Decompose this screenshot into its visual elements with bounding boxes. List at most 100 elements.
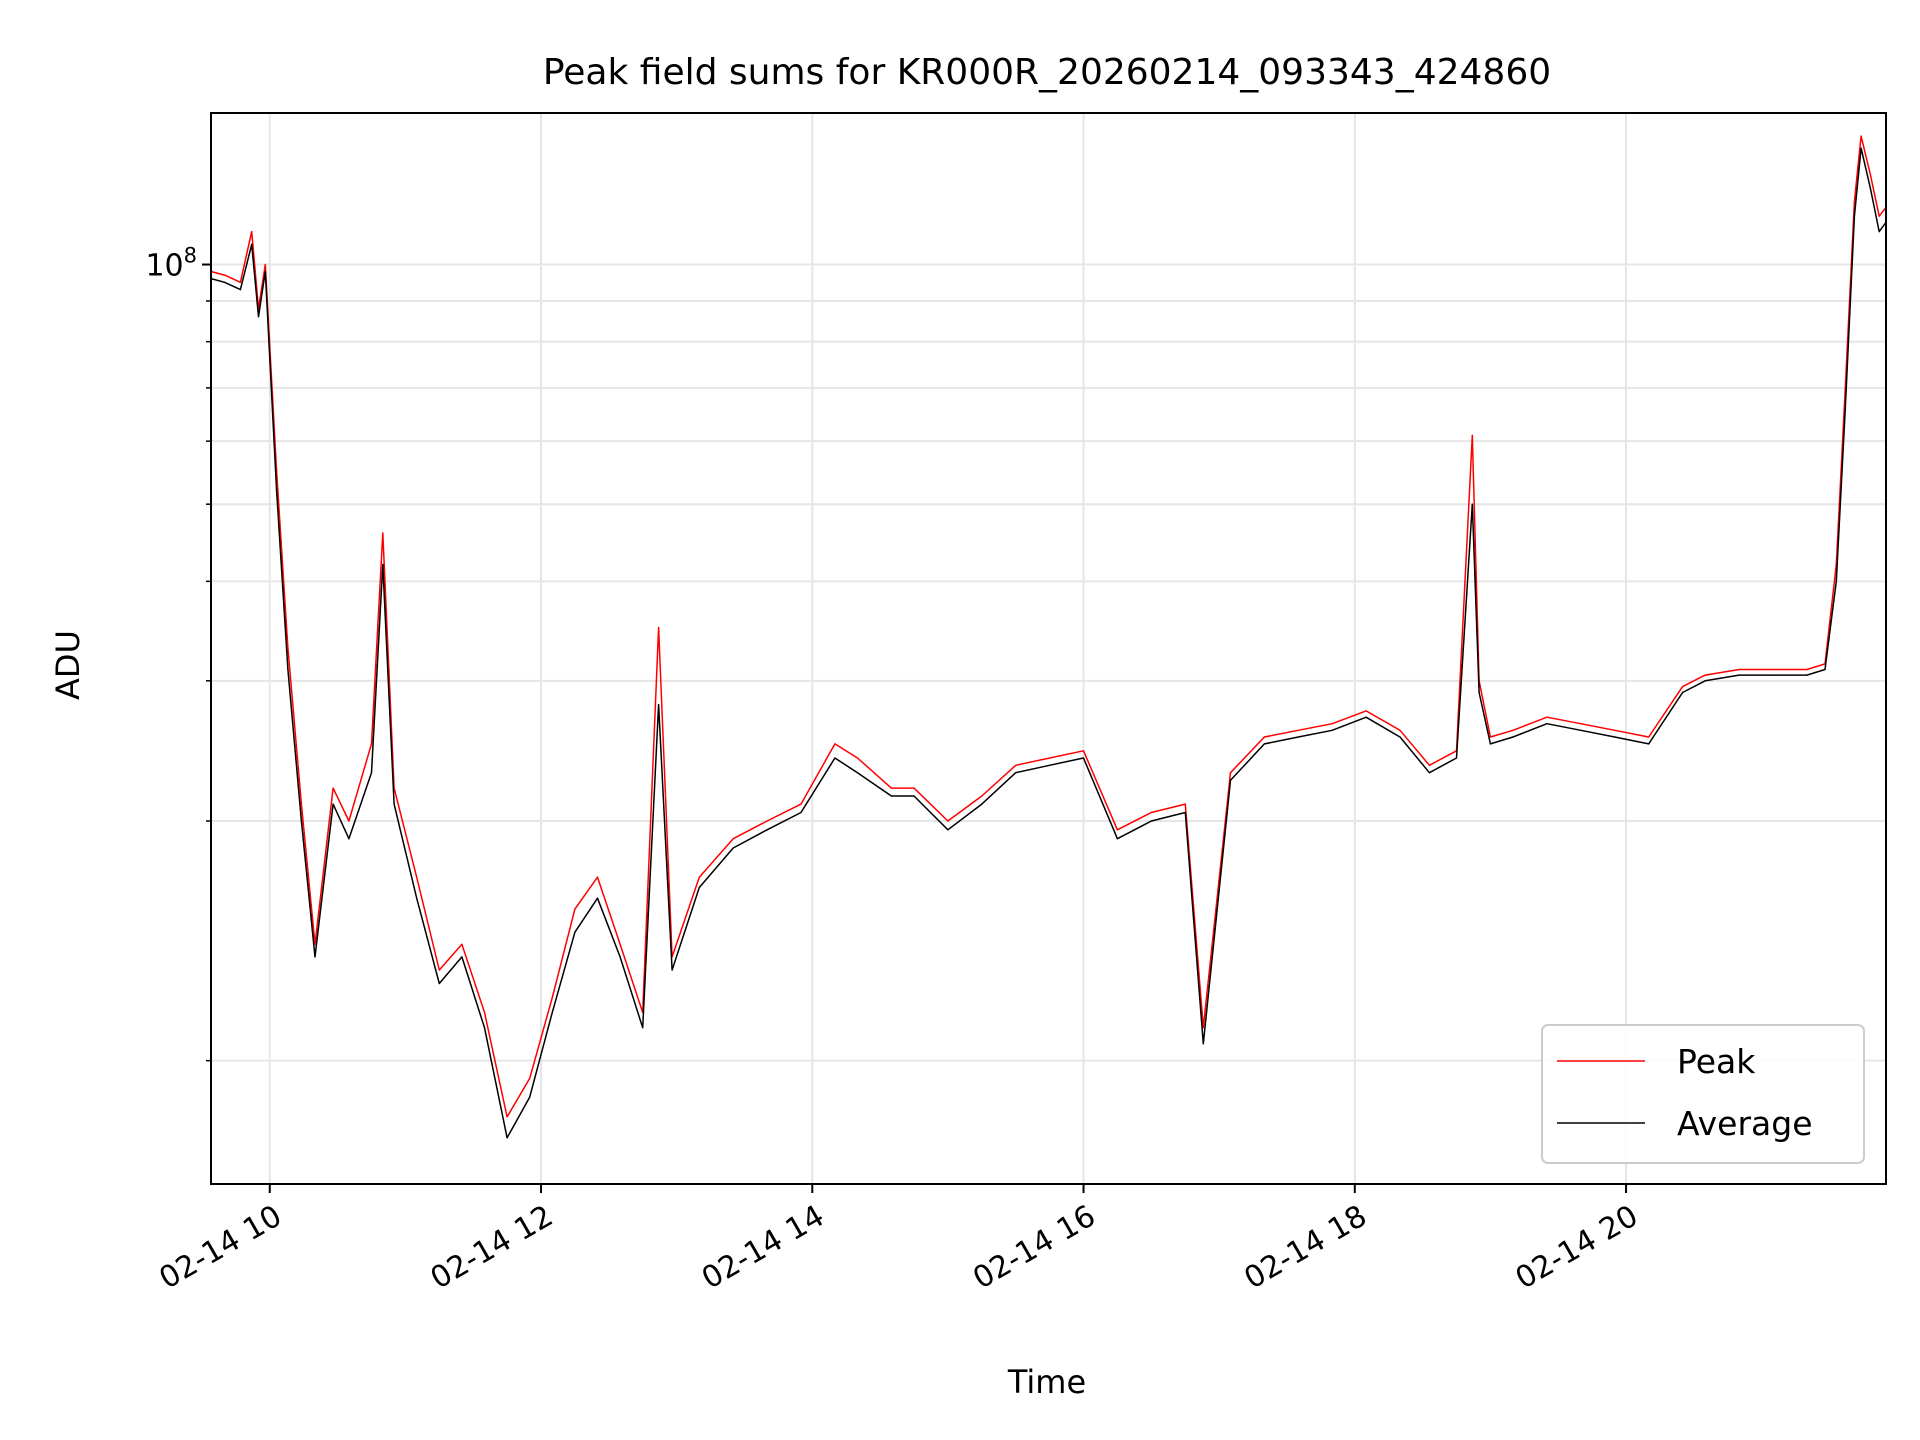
data-point-average: [1229, 779, 1232, 781]
legend: Peak Average: [1541, 1024, 1865, 1164]
grid: [211, 113, 1886, 1184]
data-point-peak: [1263, 736, 1265, 738]
data-point-average: [947, 829, 949, 831]
data-point-average: [506, 1137, 508, 1139]
data-point-peak: [287, 647, 289, 649]
data-point-average: [257, 316, 260, 318]
data-point-peak: [1428, 764, 1430, 766]
data-point-average: [314, 956, 316, 958]
data-point-average: [1428, 772, 1430, 774]
data-point-average: [551, 1011, 553, 1014]
data-point-peak: [658, 626, 660, 629]
data-point-peak: [766, 820, 768, 822]
data-point-average: [393, 803, 395, 805]
data-point-average: [1806, 674, 1808, 676]
data-point-average: [1648, 743, 1650, 745]
data-point-peak: [1806, 668, 1808, 671]
data-point-average: [483, 1027, 486, 1029]
legend-box: [1541, 1024, 1865, 1164]
data-point-average: [1704, 680, 1706, 682]
data-point-peak: [1015, 764, 1017, 766]
data-point-average: [1489, 743, 1491, 745]
data-point-peak: [438, 969, 440, 971]
data-point-peak: [382, 532, 384, 534]
data-point-peak: [348, 820, 350, 822]
data-point-average: [1860, 147, 1862, 149]
data-point-peak: [483, 1011, 486, 1014]
data-point-average: [981, 803, 983, 805]
data-point-peak: [1331, 723, 1333, 725]
chart-title: Peak field sums for KR000R_20260214_0933…: [543, 52, 1551, 93]
data-point-peak: [1772, 668, 1774, 671]
data-point-peak: [1860, 135, 1862, 137]
data-point-peak: [981, 795, 983, 797]
data-point-peak: [370, 743, 373, 745]
data-point-peak: [856, 757, 859, 759]
data-point-peak: [574, 908, 576, 910]
data-point-average: [1844, 407, 1846, 409]
data-point-average: [856, 772, 859, 774]
data-point-peak: [800, 803, 802, 805]
data-point-average: [1116, 838, 1118, 840]
data-point-average: [766, 829, 768, 831]
data-point-average: [1478, 691, 1480, 694]
data-point-peak: [698, 876, 700, 878]
data-point-average: [224, 281, 226, 283]
data-point-peak: [1853, 200, 1855, 203]
data-point-peak: [461, 943, 463, 945]
data-point-peak: [1614, 729, 1616, 731]
data-point-peak: [1471, 434, 1473, 436]
y-axis-label: ADU: [49, 630, 87, 700]
data-point-peak: [732, 838, 734, 840]
data-point-peak: [1202, 1027, 1204, 1029]
data-point-average: [1455, 757, 1458, 759]
data-point-peak: [1365, 710, 1367, 712]
data-point-peak: [1512, 729, 1514, 731]
data-point-peak: [529, 1077, 531, 1079]
data-point-average: [1202, 1043, 1204, 1045]
data-point-average: [1614, 736, 1616, 738]
data-point-average: [1150, 820, 1152, 822]
data-point-peak: [947, 820, 949, 822]
data-point-peak: [1682, 686, 1684, 688]
data-point-average: [1772, 674, 1774, 676]
data-point-average: [300, 820, 302, 822]
plot-frame: [210, 112, 1887, 1185]
data-point-peak: [1116, 829, 1118, 831]
data-point-peak: [1082, 750, 1085, 752]
data-point-peak: [890, 787, 893, 789]
data-point-average: [619, 956, 621, 958]
data-point-average: [1399, 736, 1401, 738]
data-point-average: [574, 931, 576, 933]
x-axis-label: Time: [1007, 1363, 1086, 1401]
data-point-average: [890, 795, 893, 797]
data-point-average: [251, 243, 253, 245]
data-point-average: [800, 811, 802, 814]
data-point-peak: [913, 787, 915, 789]
data-point-average: [287, 668, 289, 671]
data-point-peak: [314, 943, 316, 945]
data-point-average: [1471, 503, 1473, 505]
data-point-peak: [300, 803, 302, 805]
data-point-peak: [1878, 215, 1880, 217]
data-point-peak: [332, 787, 334, 789]
data-point-average: [1082, 757, 1085, 759]
series-line-peak: [210, 135, 1887, 1118]
data-point-average: [596, 897, 599, 899]
data-point-peak: [1297, 729, 1299, 731]
data-point-average: [370, 772, 373, 774]
series-line-average: [210, 147, 1887, 1139]
data-point-peak: [1869, 173, 1871, 175]
data-point-average: [1546, 723, 1548, 725]
data-point-average: [1878, 231, 1880, 233]
data-point-average: [1263, 743, 1265, 745]
data-point-average: [1015, 772, 1017, 774]
data-point-average: [834, 757, 836, 759]
data-point-average: [698, 886, 700, 889]
data-point-average: [1331, 729, 1333, 731]
data-point-average: [239, 289, 241, 291]
data-point-peak: [1184, 803, 1186, 805]
legend-label-average: Average: [1677, 1104, 1813, 1143]
